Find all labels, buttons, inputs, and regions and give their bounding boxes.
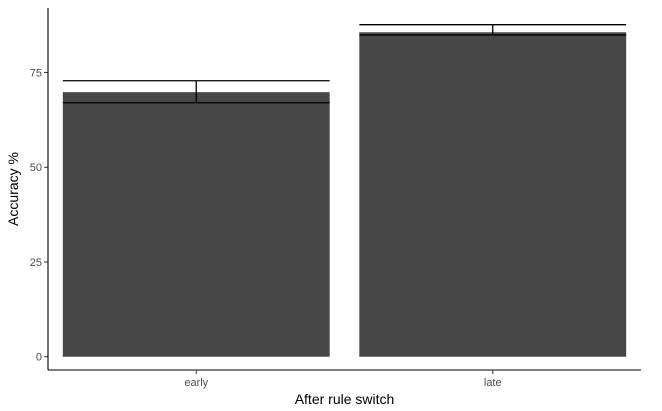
y-tick-label: 0 <box>36 352 42 364</box>
bar-early <box>62 92 330 357</box>
x-tick-label-early: early <box>184 377 208 389</box>
y-tick-label: 25 <box>30 257 42 269</box>
bar-late <box>359 32 627 357</box>
error-bar-early <box>62 80 330 104</box>
y-axis-title: Accuracy % <box>5 152 21 226</box>
x-tick-label-late: late <box>484 377 502 389</box>
y-tick-label: 50 <box>30 162 42 174</box>
bars <box>62 32 627 357</box>
y-axis-ticks: 0 25 50 75 <box>30 67 48 364</box>
y-tick-label: 75 <box>30 67 42 79</box>
error-bar-late <box>359 24 627 36</box>
x-axis-ticks: early late <box>184 370 502 389</box>
x-axis-title: After rule switch <box>295 391 395 407</box>
error-bars <box>62 24 627 104</box>
